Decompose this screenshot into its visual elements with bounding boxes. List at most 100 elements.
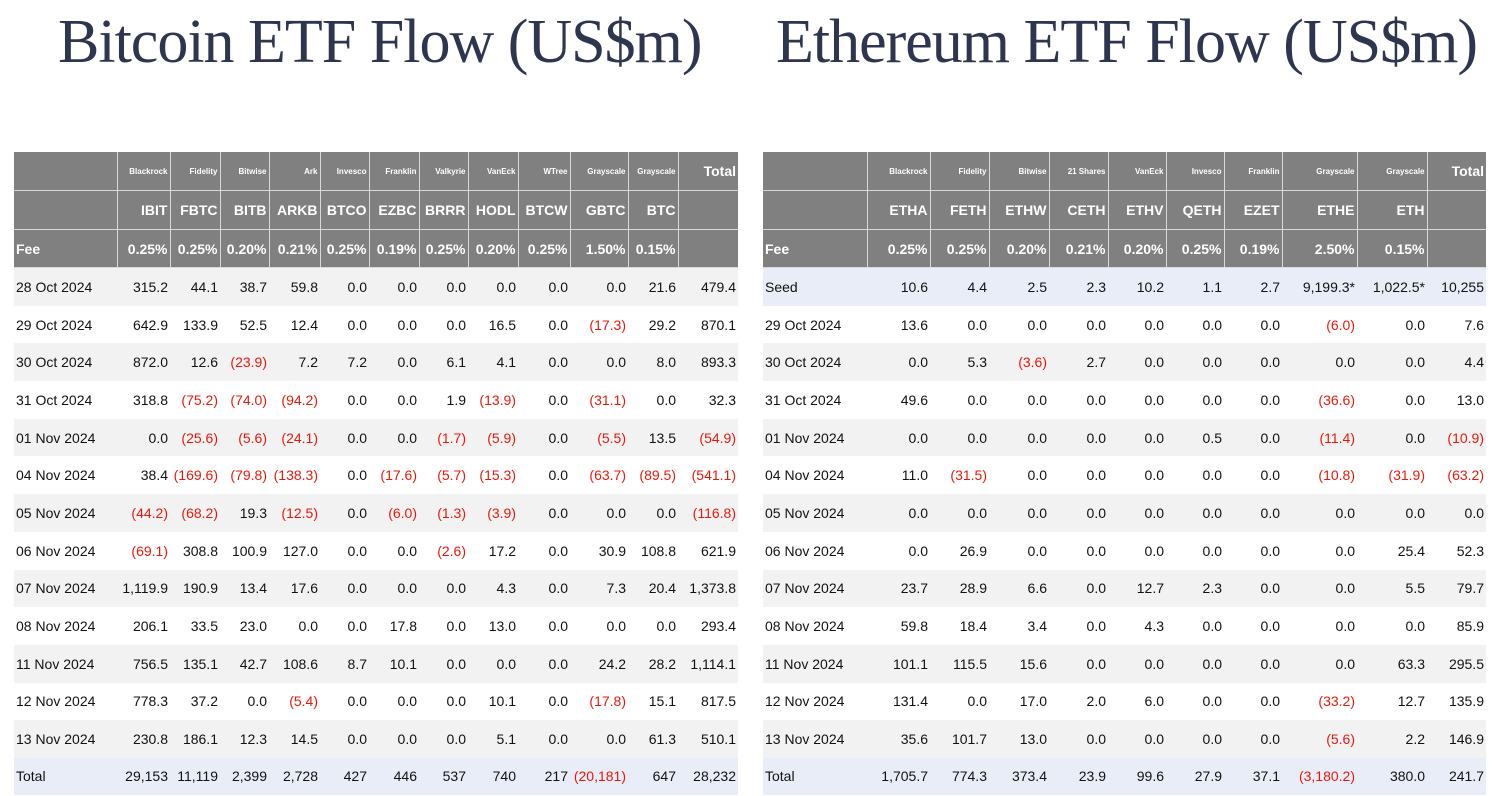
flow-cell: 100.9 [220, 531, 269, 570]
flow-cell: 0.0 [518, 381, 570, 419]
flow-cell: 30.9 [570, 531, 628, 570]
table-row: 04 Nov 2024 11.0 (31.5) 0.0 0.0 0.0 0.0 0.0 (10.… [763, 456, 1486, 495]
flow-cell: 0.0 [518, 607, 570, 645]
fee-label: Fee [763, 229, 868, 268]
flow-cell: 14.5 [269, 720, 320, 758]
ticker-header: ETH [1357, 190, 1428, 230]
row-total-cell: 621.9 [678, 531, 738, 570]
total-column-header: Total [1427, 152, 1486, 191]
row-date: 01 Nov 2024 [763, 418, 867, 457]
flow-cell: 12.6 [170, 343, 220, 382]
fee-value: 1.50% [570, 229, 629, 268]
table-row: 30 Oct 2024 0.0 5.3 (3.6) 2.7 0.0 0.0 0.0 0.0 0.0… [763, 343, 1486, 382]
flow-cell: 0.0 [369, 418, 419, 457]
flow-cell: 13.4 [220, 569, 269, 608]
flow-cell: 0.0 [1108, 381, 1166, 419]
flow-cell: 44.1 [170, 267, 220, 306]
row-date: 05 Nov 2024 [14, 494, 117, 532]
flow-cell: (68.2) [170, 494, 220, 532]
flow-cell: 1,119.9 [117, 569, 170, 608]
flow-cell: 0.0 [518, 494, 570, 532]
ticker-header: ARKB [269, 190, 321, 230]
ticker-header: EZET [1224, 190, 1283, 230]
flow-cell: 318.8 [117, 381, 170, 419]
flow-cell: 133.9 [170, 305, 220, 344]
flow-cell: 12.4 [269, 305, 320, 344]
ticker-header: IBIT [117, 190, 171, 230]
row-total-cell: 32.3 [678, 381, 738, 419]
row-date: 08 Nov 2024 [763, 607, 867, 645]
flow-cell: 0.0 [570, 343, 628, 382]
row-total-cell: 4.4 [1427, 343, 1486, 382]
flow-cell: 0.0 [518, 569, 570, 608]
flow-cell: 0.0 [220, 682, 269, 721]
flow-cell: 23.0 [220, 607, 269, 645]
flow-cell: 17.0 [989, 682, 1049, 721]
row-total-cell: (541.1) [678, 456, 738, 495]
row-total-cell: 0.0 [1427, 494, 1486, 532]
total-cell: 29,153 [117, 757, 170, 795]
flow-cell: 0.0 [320, 531, 369, 570]
table-row: 07 Nov 2024 1,119.9 190.9 13.4 17.6 0.0 0.0 0.0… [14, 569, 738, 608]
total-cell: 2,728 [269, 757, 320, 795]
flow-cell: 0.0 [1224, 343, 1282, 382]
flow-cell: 0.0 [1357, 494, 1427, 532]
flow-cell: (31.5) [930, 456, 989, 495]
row-total-cell: 893.3 [678, 343, 738, 382]
flow-cell: 3.4 [989, 607, 1049, 645]
flow-cell: (33.2) [1282, 682, 1357, 721]
flow-cell: 0.0 [369, 720, 419, 758]
flow-cell: (17.3) [570, 305, 628, 344]
issuer-header: VanEck [468, 152, 519, 191]
flow-cell: 0.0 [1224, 531, 1282, 570]
row-date: 08 Nov 2024 [14, 607, 117, 645]
row-total-cell: 7.6 [1427, 305, 1486, 344]
flow-cell: 6.1 [419, 343, 468, 382]
total-row-label: Total [14, 757, 117, 795]
flow-cell: 4.1 [468, 343, 518, 382]
issuer-header-row: Blackrock Fidelity Bitwise 21 Shares VanEck I… [763, 152, 1486, 191]
flow-cell: 33.5 [170, 607, 220, 645]
ticker-total-blank [1427, 190, 1486, 230]
table-row: 01 Nov 2024 0.0 (25.6) (5.6) (24.1) 0.0 0.0 (1.… [14, 418, 738, 457]
row-date: 13 Nov 2024 [14, 720, 117, 758]
flow-cell: (69.1) [117, 531, 170, 570]
total-cell: 380.0 [1357, 757, 1427, 795]
row-date: 07 Nov 2024 [14, 569, 117, 608]
flow-cell: 0.5 [1166, 418, 1224, 457]
issuer-header-row: Blackrock Fidelity Bitwise Ark Invesco Frankl… [14, 152, 738, 191]
row-total-cell: 13.0 [1427, 381, 1486, 419]
table-row: 04 Nov 2024 38.4 (169.6) (79.8) (138.3) 0.0 (1… [14, 456, 738, 495]
flow-cell: (5.6) [1282, 720, 1357, 758]
flow-cell: 127.0 [269, 531, 320, 570]
flow-cell: 315.2 [117, 267, 170, 306]
flow-cell: 0.0 [369, 569, 419, 608]
issuer-header: Invesco [1166, 152, 1225, 191]
issuer-header: Valkyrie [419, 152, 469, 191]
flow-cell: 6.0 [1108, 682, 1166, 721]
row-date: 01 Nov 2024 [14, 418, 117, 457]
flow-cell: 0.0 [867, 418, 930, 457]
row-date: 05 Nov 2024 [763, 494, 867, 532]
flow-cell: 11.0 [867, 456, 930, 495]
flow-cell: 190.9 [170, 569, 220, 608]
flow-cell: 0.0 [1049, 456, 1108, 495]
flow-cell: 0.0 [320, 494, 369, 532]
flow-cell: (1.3) [419, 494, 468, 532]
total-cell: (20,181) [570, 757, 628, 795]
flow-cell: 0.0 [1282, 607, 1357, 645]
total-cell: (3,180.2) [1282, 757, 1357, 795]
flow-cell: 12.3 [220, 720, 269, 758]
header-corner-cell [14, 152, 118, 191]
flow-cell: (3.6) [989, 343, 1049, 382]
issuer-header: Franklin [369, 152, 420, 191]
flow-cell: 0.0 [117, 418, 170, 457]
ticker-header: FETH [930, 190, 990, 230]
flow-cell: 0.0 [419, 305, 468, 344]
flow-cell: 0.0 [518, 418, 570, 457]
eth-flow-table: Blackrock Fidelity Bitwise 21 Shares VanEck I… [763, 152, 1486, 795]
flow-cell: 0.0 [989, 381, 1049, 419]
fee-value: 0.25% [117, 229, 171, 268]
row-total-cell: 510.1 [678, 720, 738, 758]
header-corner-cell [763, 152, 868, 191]
